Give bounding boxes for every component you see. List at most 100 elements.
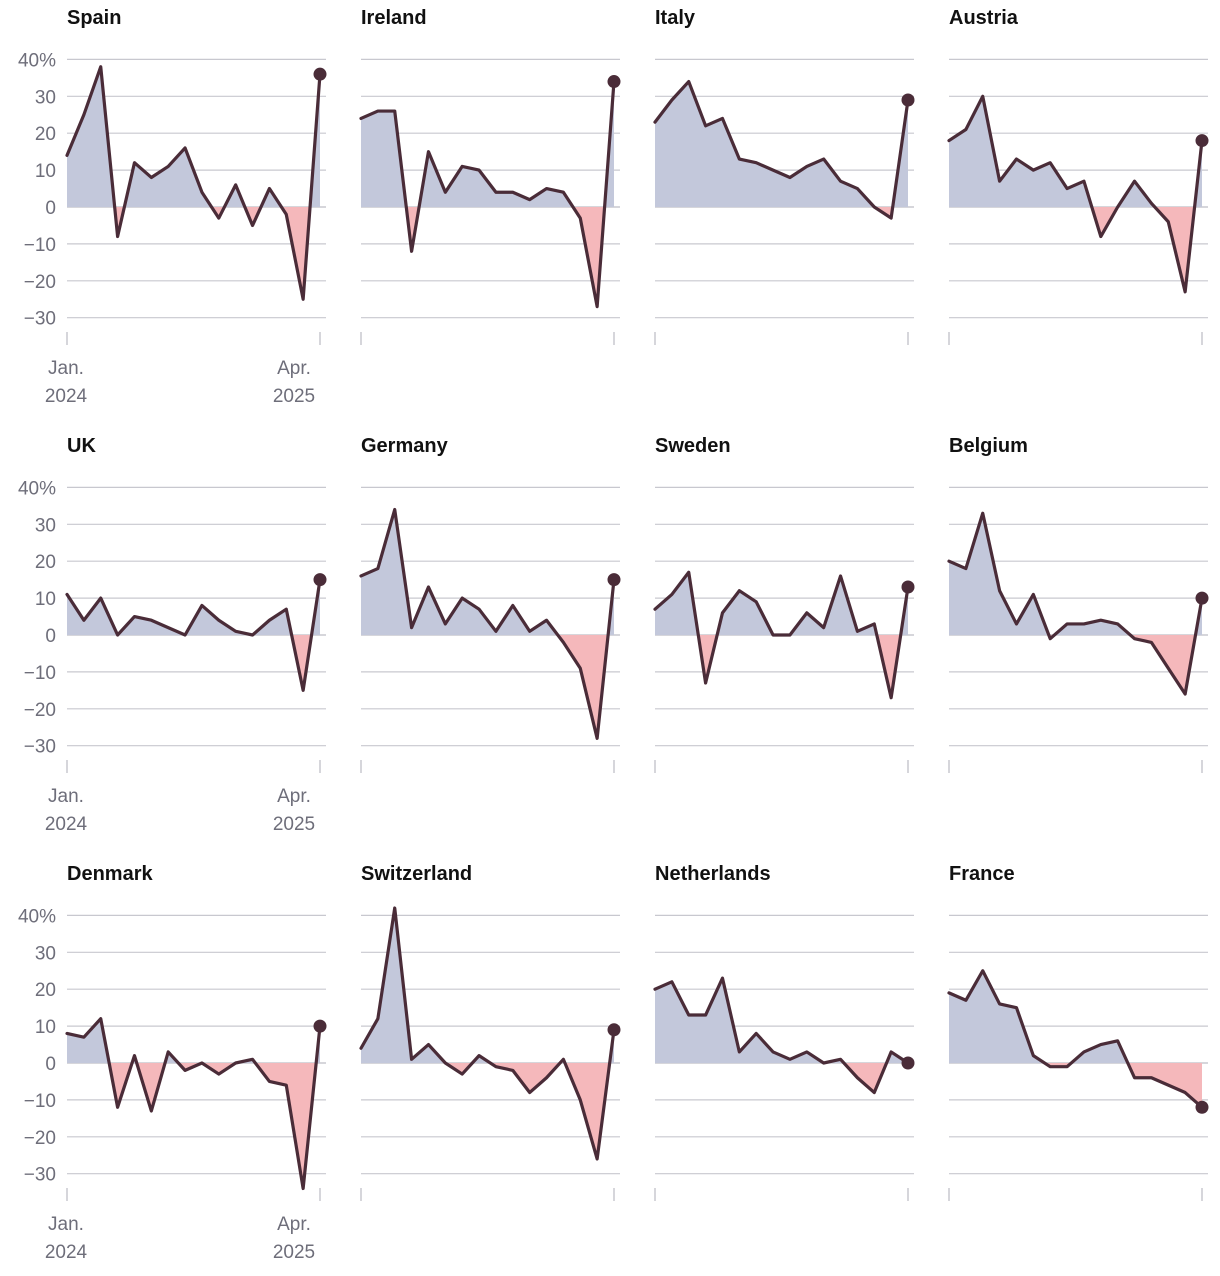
- y-tick-label: 0: [45, 198, 56, 219]
- series-line: [359, 79, 616, 309]
- data-point: [1049, 1065, 1052, 1068]
- data-point: [494, 191, 497, 194]
- end-point-marker: [313, 67, 327, 81]
- data-point: [1167, 220, 1170, 223]
- data-point: [755, 161, 758, 164]
- y-tick-label: 10: [35, 161, 56, 182]
- data-point: [99, 65, 102, 68]
- data-point: [511, 191, 514, 194]
- data-point: [579, 667, 582, 670]
- data-point: [217, 619, 220, 622]
- panel-title: Netherlands: [655, 863, 771, 885]
- data-point: [981, 969, 984, 972]
- data-point: [822, 1061, 825, 1064]
- panel-title: Spain: [67, 7, 121, 29]
- data-point: [771, 1050, 774, 1053]
- data-point: [376, 109, 379, 112]
- data-point: [1099, 619, 1102, 622]
- series-line: [65, 1017, 322, 1191]
- data-point: [579, 1098, 582, 1101]
- data-point: [1015, 157, 1018, 160]
- data-point: [1099, 235, 1102, 238]
- panel-denmark: Denmark 40% 30 20 10 0 −10 −20 −30 Jan. 2024 Apr. 20…: [18, 863, 327, 1263]
- data-point: [1015, 622, 1018, 625]
- data-point: [545, 619, 548, 622]
- data-point: [562, 191, 565, 194]
- data-point: [562, 641, 565, 644]
- data-point: [1082, 622, 1085, 625]
- data-point: [653, 988, 656, 991]
- panel-title: Germany: [361, 435, 449, 457]
- data-point: [116, 235, 119, 238]
- x-tick-month: Jan.: [48, 358, 84, 379]
- data-point: [839, 1058, 842, 1061]
- data-point: [721, 977, 724, 980]
- data-point: [133, 1054, 136, 1057]
- data-point: [1150, 1076, 1153, 1079]
- data-point: [1133, 1076, 1136, 1079]
- y-tick-label: 0: [45, 1054, 56, 1075]
- end-point-marker: [901, 580, 915, 594]
- data-point: [998, 589, 1001, 592]
- data-point: [410, 250, 413, 253]
- data-point: [268, 187, 271, 190]
- data-point: [839, 180, 842, 183]
- area-positive: [949, 96, 1202, 207]
- data-point: [1049, 637, 1052, 640]
- series-line: [947, 511, 1204, 696]
- data-point: [596, 1157, 599, 1160]
- data-point: [947, 991, 950, 994]
- data-point: [562, 1058, 565, 1061]
- data-point: [183, 1069, 186, 1072]
- data-point: [359, 1047, 362, 1050]
- data-point: [964, 999, 967, 1002]
- data-point: [251, 633, 254, 636]
- data-point: [477, 1054, 480, 1057]
- panel-title: Italy: [655, 7, 696, 29]
- series-line: [653, 976, 910, 1095]
- data-point: [217, 216, 220, 219]
- y-tick-label: 40%: [18, 478, 56, 499]
- data-point: [738, 157, 741, 160]
- data-point: [653, 608, 656, 611]
- area-positive: [67, 1018, 320, 1063]
- panel-title: Austria: [949, 7, 1019, 29]
- data-point: [234, 1061, 237, 1064]
- panel-austria: Austria: [947, 7, 1209, 345]
- area-positive: [655, 572, 908, 635]
- data-point: [167, 626, 170, 629]
- series-line: [947, 969, 1204, 1109]
- area-positive: [949, 970, 1202, 1063]
- data-point: [1150, 202, 1153, 205]
- data-point: [981, 95, 984, 98]
- data-point: [856, 1076, 859, 1079]
- data-point: [494, 1065, 497, 1068]
- data-point: [704, 124, 707, 127]
- data-point: [65, 154, 68, 157]
- panel-title: Denmark: [67, 863, 153, 885]
- x-tick-month: Apr.: [277, 1214, 311, 1235]
- data-point: [150, 619, 153, 622]
- area-negative: [361, 1063, 614, 1159]
- data-point: [461, 165, 464, 168]
- data-point: [670, 593, 673, 596]
- data-point: [704, 1013, 707, 1016]
- y-tick-label: 30: [35, 943, 56, 964]
- area-negative: [949, 207, 1202, 292]
- data-point: [687, 571, 690, 574]
- data-point: [234, 630, 237, 633]
- panel-title: Switzerland: [361, 863, 472, 885]
- data-point: [167, 165, 170, 168]
- data-point: [670, 980, 673, 983]
- data-point: [981, 512, 984, 515]
- end-point-marker: [607, 1023, 621, 1037]
- data-point: [99, 1017, 102, 1020]
- data-point: [788, 176, 791, 179]
- area-positive: [949, 513, 1202, 635]
- data-point: [1167, 1084, 1170, 1087]
- data-point: [200, 604, 203, 607]
- y-tick-label: 20: [35, 124, 56, 145]
- data-point: [82, 619, 85, 622]
- y-tick-label: −10: [24, 235, 56, 256]
